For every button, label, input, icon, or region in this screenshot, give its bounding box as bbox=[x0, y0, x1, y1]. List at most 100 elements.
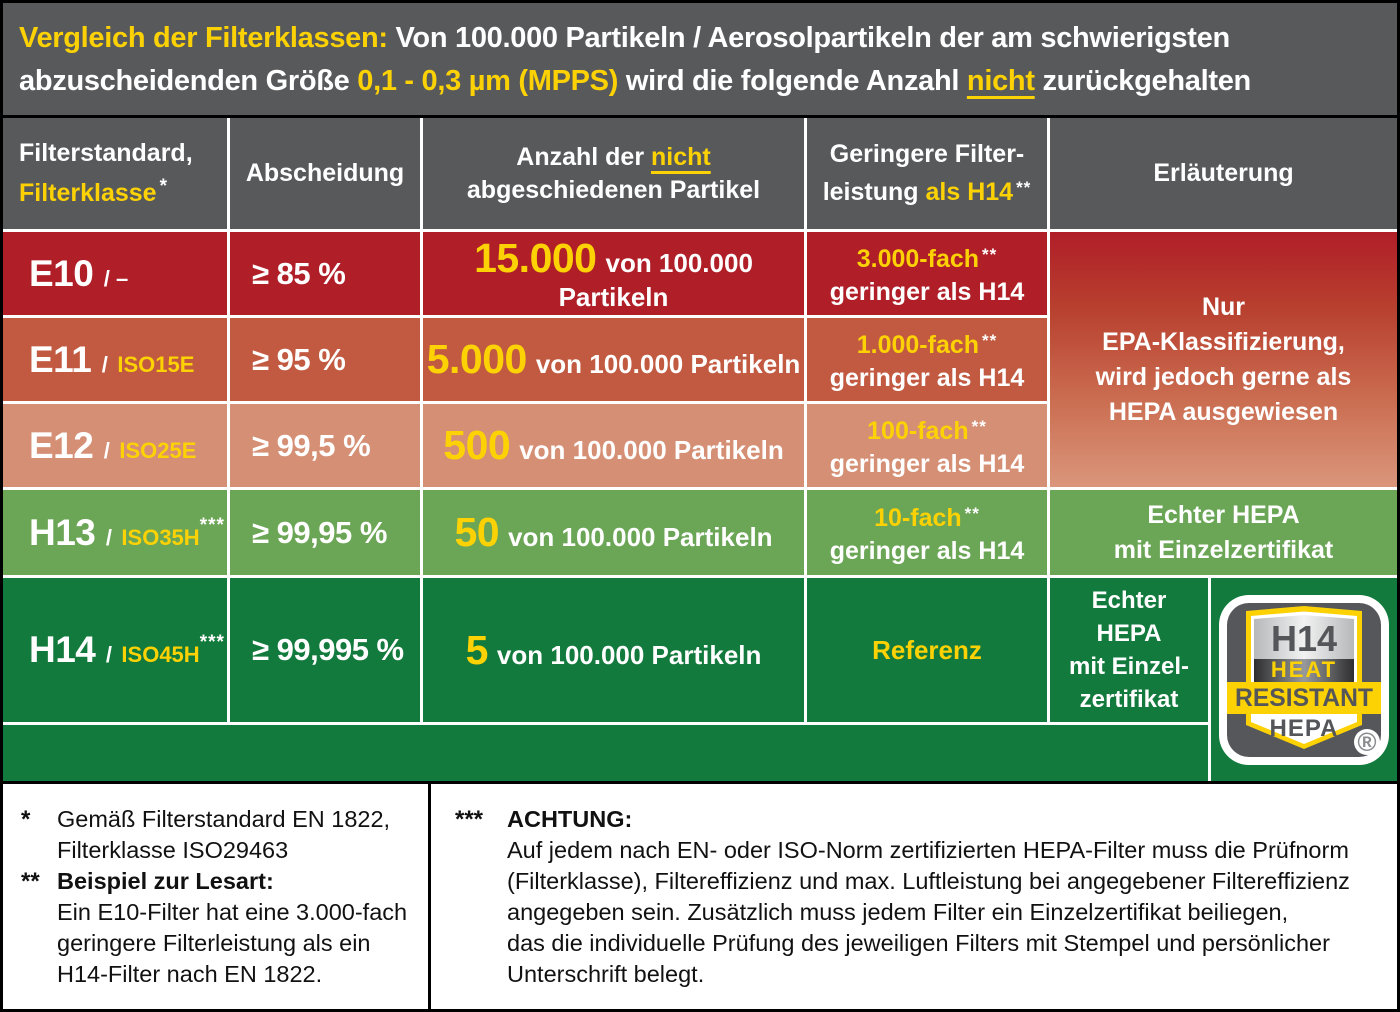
h14-badge-cell: H14 HEAT RESISTANT HEPA ® bbox=[1211, 578, 1397, 781]
e10-efficiency-cell: ≥ 85 % bbox=[230, 232, 420, 315]
filter-class-slash: / bbox=[105, 524, 112, 550]
header-cell-filterstandard: Filterstandard, Filterklasse * bbox=[3, 118, 227, 229]
epa-note-line: HEPA ausgewiesen bbox=[1108, 397, 1339, 426]
footnote-line: (Filterklasse), Filtereffizienz und max.… bbox=[507, 868, 1350, 894]
factor-value: 100-fach bbox=[867, 417, 969, 445]
title-line1-rest: Von 100.000 Partikeln / Aerosolpartikeln… bbox=[395, 22, 1231, 54]
not-separated-count: 5 bbox=[465, 626, 489, 673]
epa-note-line: Nur bbox=[1201, 292, 1246, 321]
h14-note-line: HEPA bbox=[1096, 620, 1162, 647]
h14-note-line: mit Einzel- bbox=[1068, 653, 1189, 680]
e10-factor-cell: 3.000-fach ** geringer als H14 bbox=[807, 232, 1047, 315]
e12-label-cell: E12 / ISO25E bbox=[3, 404, 227, 487]
e12-count-cell: 500 von 100.000 Partikeln bbox=[423, 404, 804, 487]
footnote-marker: * bbox=[21, 806, 31, 833]
not-separated-count: 50 bbox=[454, 509, 500, 555]
factor-stars: ** bbox=[982, 331, 998, 350]
title-line-2: abzuscheidenden Größe 0,1 - 0,3 µm (MPPS… bbox=[19, 60, 1381, 103]
h13-note-cell: Echter HEPA mit Einzelzertifikat bbox=[1050, 490, 1397, 575]
count-suffix: von 100.000 Partikeln bbox=[519, 435, 784, 465]
header-col1-line2: Filterklasse bbox=[19, 179, 157, 207]
footnote-line: Auf jedem nach EN- oder ISO-Norm zertifi… bbox=[507, 837, 1349, 863]
h14-factor-cell: Referenz bbox=[807, 578, 1047, 722]
h14-count-cell: 5 von 100.000 Partikeln bbox=[423, 578, 804, 722]
title-bar: Vergleich der Filterklassen: Von 100.000… bbox=[0, 0, 1400, 118]
header-cell-filterleistung: Geringere Filter- leistung als H14 ** bbox=[807, 118, 1047, 229]
iso-class-label: ISO25E bbox=[119, 437, 197, 463]
footnote-box-right: *** ACHTUNG: Auf jedem nach EN- oder ISO… bbox=[428, 781, 1400, 1012]
footnote-line: geringere Filterleistung als ein bbox=[57, 930, 371, 956]
factor-value: 1.000-fach bbox=[856, 331, 980, 359]
header-col1-star: * bbox=[159, 176, 168, 197]
header-cell-abscheidung: Abscheidung bbox=[230, 118, 420, 229]
footnote-line: Unterschrift belegt. bbox=[507, 961, 705, 987]
not-separated-count: 500 bbox=[443, 422, 511, 468]
title-line2-mid: wird die folgende Anzahl bbox=[625, 65, 960, 97]
filter-class-slash: / bbox=[105, 642, 112, 667]
iso-class-label: ISO15E bbox=[117, 351, 195, 377]
filter-class-label: H13 bbox=[29, 511, 96, 553]
title-nicht-underlined: nicht bbox=[966, 65, 1035, 97]
iso-class-label: ISO45H bbox=[121, 642, 200, 667]
efficiency-value: ≥ 99,95 % bbox=[252, 514, 387, 550]
e12-factor-cell: 100-fach ** geringer als H14 bbox=[807, 404, 1047, 487]
badge-heat-text: HEAT bbox=[1271, 657, 1337, 682]
footnotes: * Gemäß Filterstandard EN 1822, Filterkl… bbox=[0, 781, 1400, 1012]
badge-registered-mark: ® bbox=[1357, 727, 1376, 757]
footnote-marker: *** bbox=[455, 806, 484, 833]
h13-efficiency-cell: ≥ 99,95 % bbox=[230, 490, 420, 575]
header-cell-erlaeuterung: Erläuterung bbox=[1050, 118, 1397, 229]
filter-class-label: H14 bbox=[29, 629, 96, 670]
footnote-star1: * Gemäß Filterstandard EN 1822, Filterkl… bbox=[21, 804, 410, 866]
factor-value: Referenz bbox=[872, 634, 982, 665]
title-mpps-highlight: 0,1 - 0,3 µm (MPPS) bbox=[357, 65, 619, 97]
h13-count-cell: 50 von 100.000 Partikeln bbox=[423, 490, 804, 575]
title-line2-pre: abzuscheidenden Größe bbox=[19, 65, 350, 97]
footnote-line: Filterklasse ISO29463 bbox=[57, 837, 289, 863]
factor-stars: ** bbox=[982, 245, 998, 264]
e11-count-cell: 5.000 von 100.000 Partikeln bbox=[423, 318, 804, 401]
h14-note-cell: Echter HEPA mit Einzel- zertifikat bbox=[1050, 578, 1208, 722]
not-separated-count: 5.000 bbox=[426, 336, 528, 382]
efficiency-value: ≥ 85 % bbox=[252, 255, 346, 291]
filter-class-label: E10 bbox=[29, 252, 94, 294]
badge-hepa-text: HEPA bbox=[1270, 715, 1339, 742]
epa-note-line: wird jedoch gerne als bbox=[1095, 362, 1352, 391]
h14-note-line: zertifikat bbox=[1079, 686, 1179, 713]
e10-count-cell: 15.000 von 100.000 Partikeln bbox=[423, 232, 804, 315]
header-col1-line1: Filterstandard, bbox=[19, 139, 193, 167]
badge-resistant-text: RESISTANT bbox=[1235, 684, 1373, 712]
footnote-line: angegeben sein. Zusätzlich muss jedem Fi… bbox=[507, 899, 1289, 925]
header-col4-pre: leistung bbox=[822, 178, 919, 206]
h14-heat-resistant-hepa-badge-icon: H14 HEAT RESISTANT HEPA ® bbox=[1219, 594, 1389, 765]
iso-stars: *** bbox=[199, 632, 225, 653]
header-col3-nicht: nicht bbox=[651, 142, 711, 171]
h14-label-cell: H14 / ISO45H*** bbox=[3, 578, 227, 722]
factor-line2: geringer als H14 bbox=[829, 278, 1025, 306]
header-col5-label: Erläuterung bbox=[1153, 159, 1294, 187]
badge-h14-text: H14 bbox=[1271, 618, 1337, 659]
filter-class-label: E12 bbox=[29, 424, 94, 466]
factor-stars: ** bbox=[964, 504, 980, 523]
header-col4-line1: Geringere Filter- bbox=[829, 140, 1025, 168]
h13-note-line: Echter HEPA bbox=[1147, 500, 1300, 529]
header-col4-stars: ** bbox=[1016, 178, 1032, 197]
efficiency-value: ≥ 99,995 % bbox=[252, 632, 404, 667]
factor-line2: geringer als H14 bbox=[829, 537, 1025, 565]
count-suffix: von 100.000 Partikeln bbox=[535, 349, 801, 379]
count-suffix: von 100.000 Partikeln bbox=[558, 247, 753, 312]
title-lead: Vergleich der Filterklassen: bbox=[19, 22, 388, 54]
filter-class-label: E11 bbox=[29, 338, 92, 380]
footnote-star3: *** ACHTUNG: Auf jedem nach EN- oder ISO… bbox=[455, 804, 1379, 990]
e11-efficiency-cell: ≥ 95 % bbox=[230, 318, 420, 401]
filter-class-slash: / bbox=[103, 437, 110, 463]
header-cell-anzahl: Anzahl der nicht abgeschiedenen Partikel bbox=[423, 118, 804, 229]
factor-line2: geringer als H14 bbox=[829, 364, 1025, 392]
footnote-box-left: * Gemäß Filterstandard EN 1822, Filterkl… bbox=[0, 781, 431, 1012]
h13-factor-cell: 10-fach ** geringer als H14 bbox=[807, 490, 1047, 575]
count-suffix: von 100.000 Partikeln bbox=[508, 522, 773, 552]
h13-note-line: mit Einzelzertifikat bbox=[1113, 535, 1334, 564]
count-suffix: von 100.000 Partikeln bbox=[496, 639, 762, 670]
green-strip bbox=[3, 725, 1208, 781]
